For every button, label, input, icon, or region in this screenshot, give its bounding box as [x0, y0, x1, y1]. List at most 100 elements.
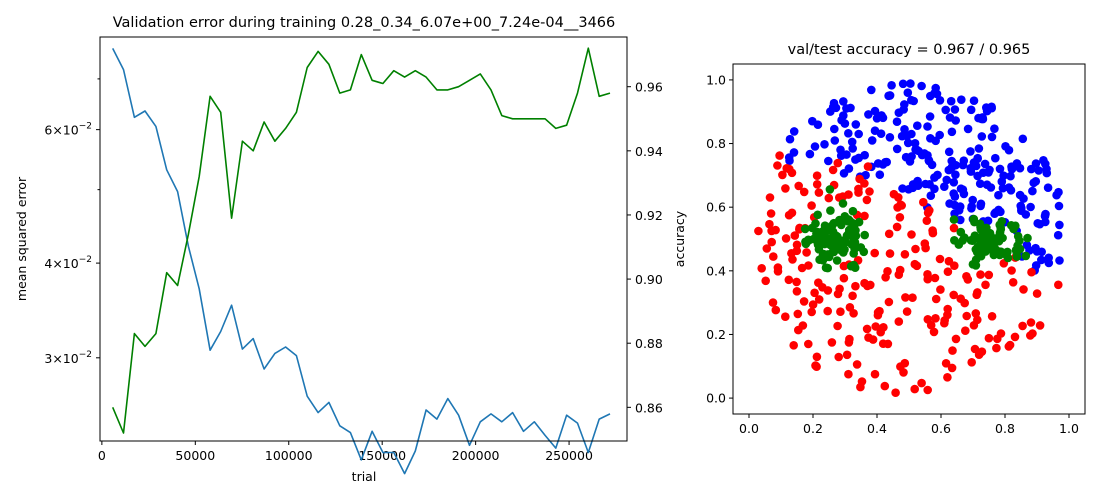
scatter-point-green	[969, 214, 979, 224]
scatter-point-red	[949, 223, 959, 233]
scatter-y-tick-label: 0.8	[706, 136, 726, 151]
left-chart-ticks: 0 50000 100000 150000 200000 250000 3×10−2 4×10…	[44, 78, 663, 463]
scatter-point-blue	[966, 147, 975, 156]
scatter-point-green	[1011, 245, 1021, 255]
scatter-point-red	[962, 311, 971, 321]
scatter-y-tick-label: 0.6	[706, 200, 726, 215]
scatter-point-blue	[1031, 159, 1041, 168]
scatter-point-blue	[949, 189, 958, 198]
left-chart-x-label: trial	[352, 469, 377, 484]
scatter-point-red	[848, 291, 857, 301]
scatter-point-red	[862, 195, 872, 205]
scatter-point-blue	[892, 144, 902, 154]
scatter-point-blue	[1041, 217, 1050, 227]
scatter-point-red	[789, 341, 798, 350]
scatter-point-blue	[944, 165, 954, 175]
scatter-point-blue	[1018, 134, 1028, 144]
scatter-point-red	[839, 273, 849, 283]
scatter-point-blue	[931, 136, 940, 146]
scatter-point-green	[851, 226, 860, 235]
scatter-point-red	[865, 187, 874, 196]
right-y2-tick-label: 0.86	[635, 400, 663, 415]
scatter-point-red	[929, 327, 939, 337]
scatter-point-red	[781, 234, 791, 243]
scatter-point-blue	[870, 106, 880, 116]
scatter-point-red	[1027, 267, 1036, 277]
scatter-point-red	[851, 281, 860, 291]
scatter-x-tick-label: 0.6	[931, 421, 951, 436]
scatter-point-red	[883, 339, 893, 349]
left-chart-y-label: mean squared error	[14, 176, 29, 301]
scatter-point-blue	[884, 91, 893, 101]
scatter-point-red	[1007, 266, 1016, 275]
scatter-point-red	[931, 314, 940, 323]
scatter-point-green	[844, 215, 853, 224]
scatter-point-red	[879, 323, 888, 332]
scatter-point-blue	[839, 169, 849, 178]
scatter-point-red	[808, 300, 818, 309]
scatter-point-green	[815, 255, 824, 264]
scatter-point-red	[852, 360, 862, 369]
left-chart-frame	[99, 36, 628, 442]
right-y2-tick-label: 0.94	[635, 144, 663, 159]
scatter-point-red	[928, 226, 937, 235]
scatter-point-blue	[903, 138, 913, 148]
scatter-point-blue	[917, 81, 926, 91]
scatter-point-blue	[1029, 178, 1038, 188]
scatter-point-blue	[1019, 194, 1028, 203]
scatter-x-tick-label: 0.8	[995, 421, 1015, 436]
scatter-point-red	[948, 346, 957, 355]
scatter-point-red	[1032, 289, 1042, 298]
scatter-point-blue	[945, 199, 954, 208]
scatter-point-blue	[949, 178, 959, 187]
scatter-point-blue	[1043, 183, 1053, 192]
scatter-point-blue	[848, 144, 857, 153]
scatter-point-blue	[1017, 203, 1026, 213]
scatter-point-red	[757, 264, 766, 273]
scatter-point-blue	[966, 167, 976, 176]
scatter-point-blue	[844, 129, 853, 138]
right-chart-ticks: 0.0 0.2 0.4 0.6 0.8 1.0 0.0 0.2 0.4 0.6 0.8 1.0	[706, 72, 1079, 436]
scatter-point-blue	[900, 125, 909, 134]
scatter-point-red	[855, 174, 864, 184]
scatter-point-red	[923, 385, 932, 395]
scatter-point-red	[984, 270, 994, 280]
mse-line	[111, 48, 611, 475]
scatter-point-blue	[1053, 230, 1063, 240]
scatter-point-blue	[910, 139, 920, 148]
scatter-point-red	[799, 297, 809, 306]
scatter-point-red	[824, 193, 834, 203]
scatter-point-blue	[875, 170, 885, 179]
scatter-point-green	[982, 223, 991, 233]
scatter-point-red	[892, 222, 902, 232]
scatter-point-red	[854, 184, 863, 194]
scatter-point-blue	[1054, 187, 1063, 197]
scatter-point-blue	[951, 170, 960, 179]
scatter-y-tick-label: 0.4	[706, 263, 726, 278]
scatter-point-red	[784, 275, 794, 285]
left-x-tick-label: 250000	[545, 448, 593, 463]
scatter-point-red	[810, 288, 819, 298]
scatter-point-red	[811, 361, 820, 370]
scatter-point-red	[967, 358, 976, 367]
scatter-point-green	[828, 238, 837, 247]
scatter-point-blue	[830, 136, 840, 145]
scatter-point-blue	[813, 120, 823, 129]
scatter-point-red	[836, 307, 845, 317]
scatter-point-blue	[789, 148, 799, 157]
scatter-point-blue	[820, 140, 829, 149]
scatter-point-red	[823, 286, 833, 295]
scatter-point-blue	[997, 177, 1007, 186]
scatter-point-red	[911, 244, 920, 254]
scatter-point-red	[873, 310, 883, 320]
scatter-point-blue	[995, 164, 1005, 174]
scatter-point-red	[912, 261, 922, 271]
scatter-point-red	[943, 267, 953, 277]
scatter-point-blue	[990, 124, 999, 133]
scatter-point-red	[771, 225, 780, 235]
right-chart-plot-area	[754, 79, 1064, 398]
scatter-point-blue	[824, 156, 833, 166]
scatter-point-red	[896, 200, 905, 209]
scatter-point-blue	[956, 215, 965, 225]
scatter-point-blue	[944, 147, 954, 157]
